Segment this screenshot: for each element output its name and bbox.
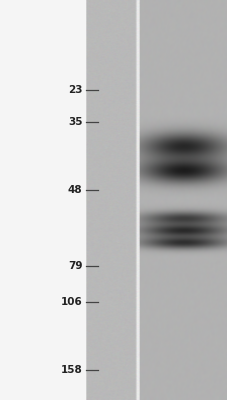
Text: 79: 79 xyxy=(68,261,82,271)
Text: 158: 158 xyxy=(60,365,82,375)
Text: 23: 23 xyxy=(68,85,82,95)
Text: 48: 48 xyxy=(67,185,82,195)
Text: 35: 35 xyxy=(68,117,82,127)
Text: 106: 106 xyxy=(60,297,82,307)
